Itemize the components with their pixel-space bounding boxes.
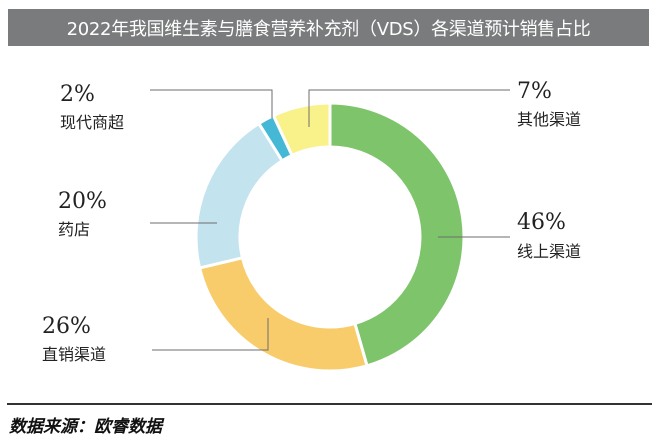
chart-title-bar: 2022年我国维生素与膳食营养补充剂（VDS）各渠道预计销售占比: [8, 9, 649, 46]
category-label-4: 现代商超: [60, 113, 124, 132]
data-label-5: 7%: [517, 79, 552, 104]
slice-2: [197, 256, 369, 373]
footer-divider: [7, 403, 652, 405]
donut-chart: 46% 线上渠道 26% 直销渠道 20% 药店 2% 现代商超 7% 其他渠道: [42, 79, 581, 373]
chart-title: 2022年我国维生素与膳食营养补充剂（VDS）各渠道预计销售占比: [66, 18, 591, 40]
slice-5: [271, 101, 332, 158]
leader-line-2: [152, 318, 269, 351]
category-label-5: 其他渠道: [517, 110, 581, 129]
leader-line-4: [150, 89, 273, 118]
data-label-1: 46%: [517, 210, 566, 235]
source-note: 数据来源：欧睿数据: [9, 417, 162, 437]
data-label-4: 2%: [60, 82, 95, 107]
category-label-1: 线上渠道: [517, 242, 581, 261]
data-label-3: 20%: [58, 189, 107, 214]
category-label-3: 药店: [58, 220, 90, 239]
slice-1: [328, 101, 466, 368]
data-label-2: 26%: [42, 314, 91, 339]
leader-line-5: [308, 89, 510, 127]
slice-3: [194, 121, 285, 270]
category-label-2: 直销渠道: [42, 345, 106, 364]
